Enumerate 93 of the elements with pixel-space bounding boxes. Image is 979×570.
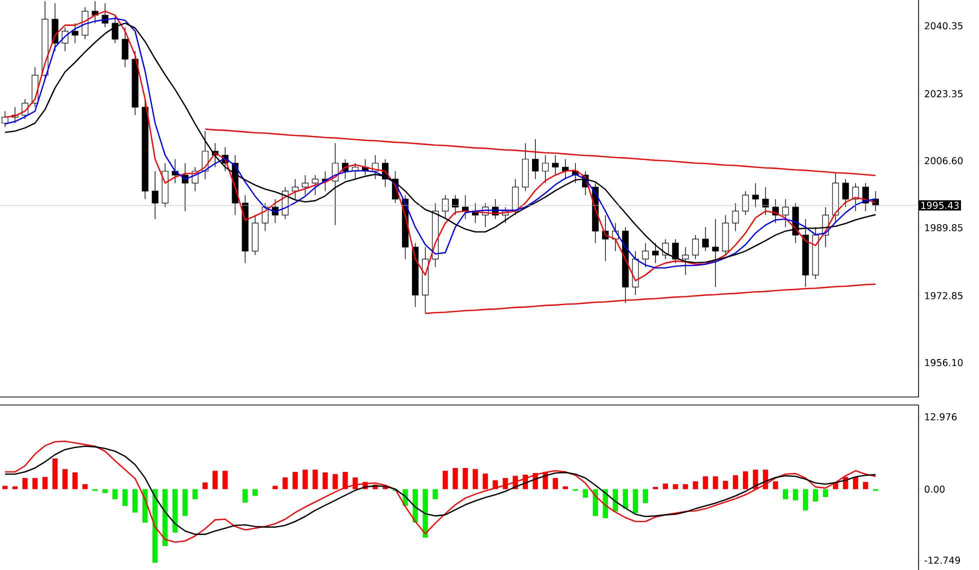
bar — [672, 484, 678, 490]
candlestick — [152, 170, 158, 220]
candlestick — [692, 234, 699, 260]
bar — [342, 472, 348, 490]
bar — [582, 489, 588, 498]
bar — [302, 470, 308, 490]
bar — [662, 484, 668, 490]
bar — [82, 484, 88, 490]
candlestick — [532, 138, 539, 180]
y-tick-label: -12.749 — [924, 556, 960, 564]
bar — [862, 482, 868, 490]
bar — [772, 481, 778, 490]
candlestick — [842, 178, 849, 208]
bar — [162, 489, 168, 546]
bar — [782, 489, 788, 500]
candlestick — [302, 174, 309, 196]
bar — [642, 489, 648, 504]
bar — [482, 474, 488, 490]
bar — [272, 486, 278, 490]
bar — [72, 472, 78, 490]
ref-line-label: 1995.43 — [921, 202, 959, 209]
bar — [592, 489, 598, 516]
bar — [42, 476, 48, 490]
y-tick-label: 0.00 — [924, 486, 945, 493]
bar — [62, 469, 68, 490]
candlestick — [702, 226, 709, 252]
bar — [722, 480, 728, 490]
bar — [452, 468, 458, 490]
bar — [472, 469, 478, 490]
bar — [442, 470, 448, 490]
bar — [702, 476, 708, 490]
bar — [802, 489, 808, 510]
bar — [282, 477, 288, 490]
candlestick — [122, 26, 128, 68]
bar — [792, 489, 798, 500]
y-tick-label: 12.976 — [925, 413, 957, 420]
candlestick — [752, 182, 759, 208]
y-tick-label: 2023.35 — [924, 90, 962, 98]
bar — [112, 489, 118, 500]
candlestick — [452, 194, 459, 216]
candlestick — [542, 154, 549, 184]
bar — [222, 470, 228, 490]
bar — [712, 476, 718, 490]
bar — [462, 468, 468, 490]
candlestick — [312, 174, 319, 196]
bar — [202, 482, 208, 490]
candlestick — [782, 198, 789, 228]
bar — [132, 489, 138, 513]
bar — [312, 470, 318, 490]
candlestick — [852, 182, 859, 212]
bar — [292, 472, 298, 490]
bar — [412, 489, 418, 523]
candlestick — [442, 194, 449, 220]
bar — [32, 478, 38, 490]
candlestick — [642, 242, 649, 268]
bar — [742, 471, 748, 490]
bar — [692, 481, 698, 490]
candlestick — [82, 6, 88, 40]
bar — [432, 489, 438, 500]
candlestick — [52, 2, 58, 52]
bar — [52, 458, 58, 490]
bar — [352, 477, 358, 490]
y-tick-label: 1972.85 — [925, 292, 962, 300]
bar — [422, 489, 428, 538]
bar — [622, 489, 628, 509]
y-tick-label: 1989.85 — [925, 224, 962, 232]
candlestick — [762, 186, 769, 216]
bar — [632, 489, 638, 514]
candlestick — [742, 190, 749, 216]
bar — [182, 489, 188, 516]
bar — [552, 478, 558, 490]
y-tick-label: 2006.60 — [924, 157, 963, 164]
candlestick — [732, 202, 739, 232]
bar — [192, 489, 198, 500]
bar — [332, 474, 338, 490]
bar — [242, 489, 248, 503]
bar — [102, 489, 108, 494]
bar — [732, 475, 738, 490]
y-tick-label: 2040.35 — [924, 22, 962, 30]
candlestick — [72, 22, 78, 44]
bar — [252, 489, 258, 496]
bar — [682, 484, 688, 490]
candlestick — [552, 154, 559, 176]
bar — [122, 489, 128, 506]
bar — [22, 478, 28, 490]
bar — [212, 470, 218, 490]
bar — [502, 478, 508, 490]
bar — [322, 472, 328, 490]
bar — [822, 489, 828, 497]
y-tick-label: 1956.10 — [925, 359, 963, 366]
bar — [812, 489, 818, 502]
bar — [172, 489, 178, 533]
candlestick — [2, 110, 8, 128]
